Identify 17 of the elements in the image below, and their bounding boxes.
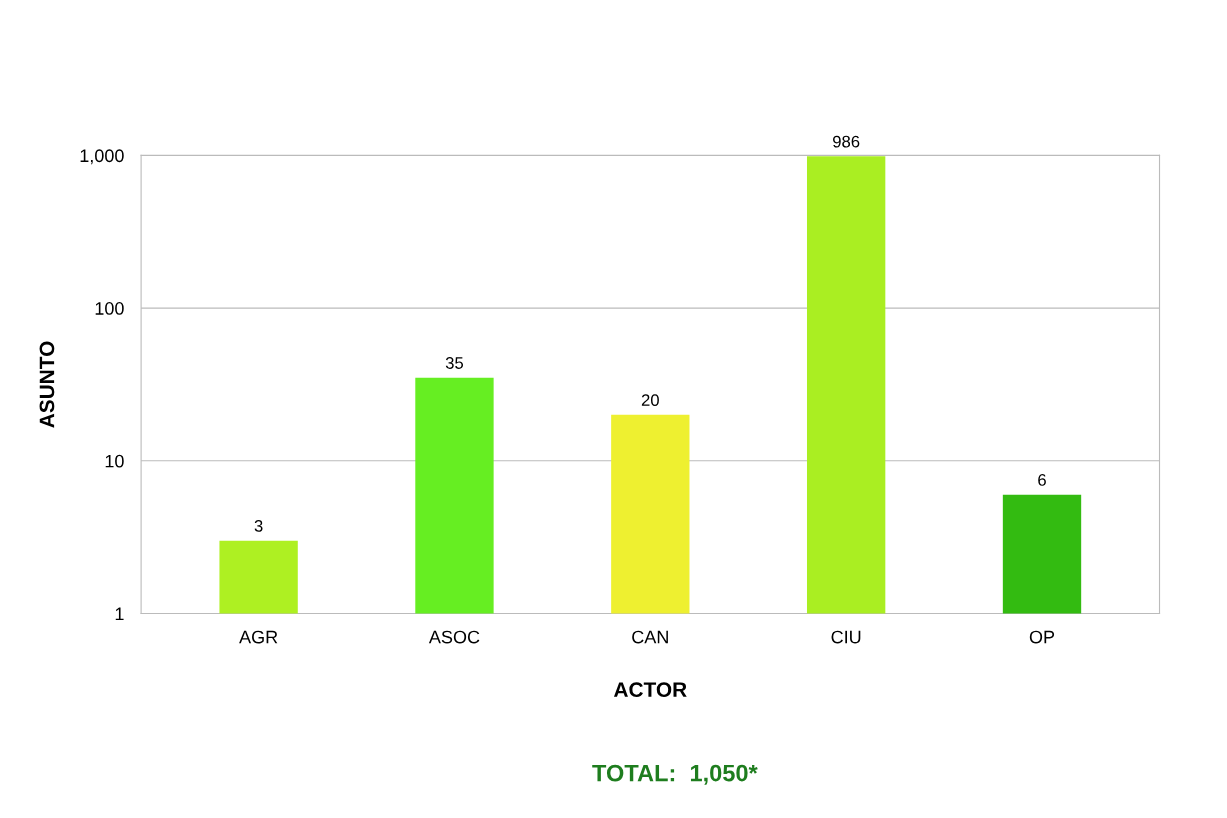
data-label: 35 [445,357,464,369]
x-tick-label: ASOC [428,630,480,644]
data-label: 6 [1038,474,1046,486]
data-label: 3 [254,519,263,532]
y-tick-label: 100 [95,302,124,315]
x-tick-label: CIU [831,630,861,644]
x-tick-label: OP [1029,630,1055,644]
data-label: 986 [833,135,860,148]
text: TOTAL: 1,050* [592,764,758,785]
y-tick-label: 1,000 [80,149,124,165]
y-axis-title: ASUNTO [39,341,55,428]
x-tick-label: AGR [239,630,278,644]
x-tick-label: CAN [632,630,668,644]
x-axis-title: ACTOR [613,682,687,698]
data-label: 20 [641,394,659,406]
y-tick-label: 10 [105,454,124,468]
y-tick-label: 1 [115,607,124,621]
